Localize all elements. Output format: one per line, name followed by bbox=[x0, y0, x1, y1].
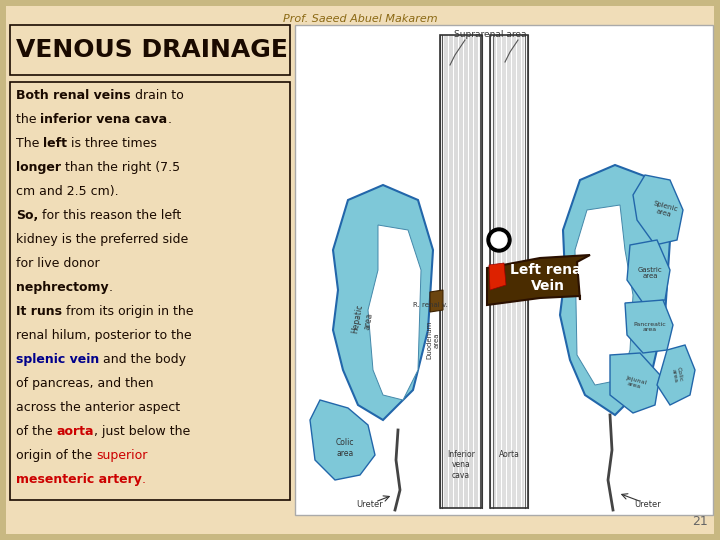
Text: drain to: drain to bbox=[130, 89, 184, 102]
Polygon shape bbox=[368, 225, 421, 400]
Text: for this reason the left: for this reason the left bbox=[38, 209, 181, 222]
Text: .: . bbox=[142, 473, 146, 486]
Bar bbox=[490, 35, 528, 508]
Text: inferior vena cava: inferior vena cava bbox=[40, 113, 168, 126]
Text: .: . bbox=[109, 281, 112, 294]
FancyBboxPatch shape bbox=[10, 82, 290, 500]
Text: longer: longer bbox=[16, 161, 61, 174]
Text: Colic
area: Colic area bbox=[336, 438, 354, 458]
Polygon shape bbox=[333, 185, 433, 420]
Text: , just below the: , just below the bbox=[94, 425, 190, 438]
Text: Splenic
area: Splenic area bbox=[651, 200, 679, 220]
Polygon shape bbox=[657, 345, 695, 405]
Text: VENOUS DRAINAGE: VENOUS DRAINAGE bbox=[16, 38, 288, 62]
Text: across the anterior aspect: across the anterior aspect bbox=[16, 401, 180, 414]
Text: than the right (7.5: than the right (7.5 bbox=[61, 161, 180, 174]
Circle shape bbox=[487, 228, 511, 252]
Text: Both renal veins: Both renal veins bbox=[16, 89, 130, 102]
Circle shape bbox=[491, 232, 507, 248]
FancyBboxPatch shape bbox=[10, 25, 290, 75]
Bar bbox=[295, 25, 713, 515]
Text: Inferior
vena
cava: Inferior vena cava bbox=[447, 450, 475, 480]
Text: left: left bbox=[43, 137, 68, 150]
Text: mesenteric artery: mesenteric artery bbox=[16, 473, 142, 486]
Text: Jejunal
area: Jejunal area bbox=[624, 375, 647, 391]
Text: splenic vein: splenic vein bbox=[16, 353, 99, 366]
Text: origin of the: origin of the bbox=[16, 449, 96, 462]
Bar bbox=[440, 35, 482, 508]
Text: Prof. Saeed Abuel Makarem: Prof. Saeed Abuel Makarem bbox=[283, 14, 437, 24]
Polygon shape bbox=[560, 165, 670, 415]
Polygon shape bbox=[633, 175, 683, 245]
Text: of pancreas, and then: of pancreas, and then bbox=[16, 377, 153, 390]
Text: R. renal v.: R. renal v. bbox=[413, 302, 448, 308]
Text: .: . bbox=[168, 113, 171, 126]
Text: Ureter: Ureter bbox=[356, 500, 383, 509]
Text: So,: So, bbox=[16, 209, 38, 222]
Polygon shape bbox=[487, 255, 590, 305]
Text: The: The bbox=[16, 137, 43, 150]
Text: from its origin in the: from its origin in the bbox=[62, 305, 194, 318]
Text: Colic
area: Colic area bbox=[670, 367, 684, 383]
Polygon shape bbox=[575, 205, 633, 385]
Text: of the: of the bbox=[16, 425, 57, 438]
Text: Duodenum
area: Duodenum area bbox=[426, 321, 439, 359]
Polygon shape bbox=[310, 400, 375, 480]
Text: kidney is the preferred side: kidney is the preferred side bbox=[16, 233, 188, 246]
Polygon shape bbox=[627, 240, 670, 303]
Text: Pancreatic
area: Pancreatic area bbox=[634, 322, 667, 333]
Text: the: the bbox=[16, 113, 40, 126]
Polygon shape bbox=[430, 290, 443, 312]
Text: 21: 21 bbox=[692, 515, 708, 528]
Text: nephrectomy: nephrectomy bbox=[16, 281, 109, 294]
Text: It runs: It runs bbox=[16, 305, 62, 318]
Text: cm and 2.5 cm).: cm and 2.5 cm). bbox=[16, 185, 119, 198]
Polygon shape bbox=[489, 263, 506, 290]
Text: Gastric
area: Gastric area bbox=[638, 267, 662, 280]
Text: renal hilum, posterior to the: renal hilum, posterior to the bbox=[16, 329, 192, 342]
Text: superior: superior bbox=[96, 449, 148, 462]
Text: Ureter: Ureter bbox=[634, 500, 662, 509]
Polygon shape bbox=[625, 300, 673, 353]
Text: Left renal
Vein: Left renal Vein bbox=[510, 263, 586, 293]
Text: aorta: aorta bbox=[57, 425, 94, 438]
Text: is three times: is three times bbox=[68, 137, 157, 150]
Text: for live donor: for live donor bbox=[16, 257, 99, 270]
Polygon shape bbox=[610, 353, 660, 413]
Text: and the body: and the body bbox=[99, 353, 186, 366]
Text: Suprarenal area: Suprarenal area bbox=[454, 30, 526, 39]
Text: Hepatic
area: Hepatic area bbox=[351, 304, 375, 336]
Text: Aorta: Aorta bbox=[498, 450, 519, 459]
